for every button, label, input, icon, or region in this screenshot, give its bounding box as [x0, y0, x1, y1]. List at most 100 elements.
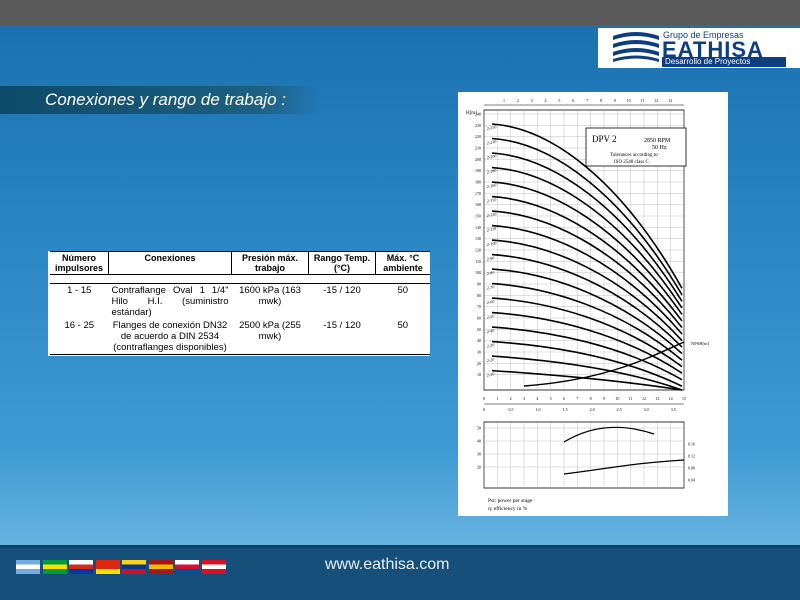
- y-tick-label: 160: [475, 202, 481, 207]
- y-tick-label: 90: [477, 282, 481, 287]
- pump-curve-line: [491, 340, 683, 387]
- chart-grid: 2402302202102001901801701601501401301201…: [475, 98, 695, 489]
- cell-max: 50: [375, 283, 430, 319]
- curve-label: 2-30: [486, 342, 495, 348]
- connections-table: Número impulsores Conexiones Presión máx…: [50, 251, 430, 355]
- x-tick-label: 2: [510, 396, 512, 401]
- x-tick-label: 8: [590, 396, 592, 401]
- title-band: [0, 86, 320, 114]
- model-name: DPV 2: [592, 134, 617, 144]
- top-tick-label: 6: [572, 98, 574, 103]
- y-tick-label: 20: [477, 361, 481, 366]
- logo-subtitle: Desarrollo de Proyectos: [662, 57, 786, 67]
- eathisa-logo-icon: [613, 32, 659, 62]
- pump-curve-line: [491, 355, 683, 391]
- china-flag: [95, 560, 120, 574]
- y-tick-label: 120: [475, 248, 481, 253]
- pump-curve-line: [491, 282, 683, 361]
- top-tick-label: 7: [586, 98, 588, 103]
- top-tick-label: 2: [517, 98, 519, 103]
- pump-curve-line: [491, 210, 683, 328]
- top-tick-label: 13: [668, 98, 672, 103]
- cell-presion: 2500 kPa (255 mwk): [231, 319, 309, 355]
- model-box: [585, 127, 687, 167]
- cell-impulsores: 16 - 25: [50, 319, 109, 355]
- website-link[interactable]: www.eathisa.com: [325, 556, 450, 573]
- y-tick-label: 210: [475, 146, 481, 151]
- power-tick-label: 0.12: [688, 454, 695, 459]
- logo-group-text: Grupo de Empresas: [663, 30, 744, 40]
- curve-label: 2-150: [486, 197, 497, 204]
- header-conexiones: Conexiones: [108, 251, 232, 275]
- y-tick-label: 100: [475, 270, 481, 275]
- cell-impulsores: 1 - 15: [50, 283, 109, 319]
- x-tick-label: 6: [563, 396, 565, 401]
- argentina-flag: [16, 560, 40, 574]
- curve-label: 2-180: [486, 168, 497, 175]
- efficiency-curve-line: [563, 426, 655, 443]
- npsh-label: NPSH[m]: [691, 341, 710, 346]
- ls-tick-label: 2.0: [590, 407, 595, 412]
- top-bar: [0, 0, 800, 25]
- efficiency-tick-label: 50: [477, 426, 481, 431]
- pump-performance-chart: 2402302202102001901801701601501401301201…: [466, 98, 710, 512]
- ls-tick-label: 1.0: [536, 407, 541, 412]
- y-tick-label: 50: [477, 327, 481, 332]
- y-tick-label: 30: [477, 350, 481, 355]
- curve-label: 2-110: [486, 226, 497, 233]
- curve-label: 2-230: [486, 139, 497, 146]
- y-tick-label: 80: [477, 293, 481, 298]
- spain-flag: [148, 560, 173, 574]
- x-tick-label: 13: [655, 396, 659, 401]
- ls-tick-label: 0: [483, 407, 485, 412]
- power-tick-label: 0.04: [688, 478, 695, 483]
- x-tick-label: 9: [603, 396, 605, 401]
- legend-power: η: efficiency in %: [488, 505, 528, 512]
- curve-label: 2-40: [486, 328, 495, 334]
- cell-rango: -15 / 120: [308, 283, 376, 319]
- slide-title: Conexiones y rango de trabajo :: [45, 90, 286, 109]
- x-tick-label: 1: [496, 396, 498, 401]
- pump-curve-line: [491, 137, 683, 296]
- power-tick-label: 0.16: [688, 442, 695, 447]
- top-tick-label: 5: [558, 98, 560, 103]
- top-tick-label: 11: [641, 98, 645, 103]
- curve-label: 2-10: [486, 371, 495, 377]
- pump-curve-line: [491, 181, 683, 315]
- ls-tick-label: 3.0: [644, 407, 649, 412]
- tolerance-line-2: ISO 2548 class C: [614, 160, 650, 165]
- y-tick-label: 40: [477, 338, 481, 343]
- y-tick-label: 140: [475, 225, 481, 230]
- colombia-flag: [122, 560, 146, 574]
- x-tick-label: 12: [642, 396, 646, 401]
- y-tick-label: 170: [475, 191, 481, 196]
- efficiency-tick-label: 40: [477, 439, 481, 444]
- ls-tick-label: 1.5: [563, 407, 568, 412]
- x-tick-label: 15: [682, 396, 686, 401]
- curve-label: 2-20: [486, 357, 495, 363]
- y-tick-label: 70: [477, 304, 481, 309]
- efficiency-frame: [483, 421, 685, 489]
- pump-curve-line: [491, 166, 683, 309]
- curve-label: 2-200: [486, 153, 497, 160]
- pump-curve-line: [491, 311, 683, 374]
- y-tick-label: 150: [475, 214, 481, 219]
- legend-efficiency: Pst: power per stage: [488, 498, 533, 504]
- y-tick-label: 130: [475, 236, 481, 241]
- cell-conexiones: Flanges de conexión DN32 de acuerdo a DI…: [108, 319, 232, 355]
- x-tick-label: 3: [523, 396, 525, 401]
- pump-curves: 2-2502-2302-2002-1802-1602-1502-1302-110…: [486, 123, 685, 475]
- brazil-flag: [42, 560, 67, 574]
- top-tick-label: 8: [600, 98, 602, 103]
- pump-curve-line: [491, 123, 683, 289]
- cell-conexiones: Contraflange Oval 1 1/4" Hilo H.I. (sumi…: [108, 283, 232, 319]
- y-tick-label: 200: [475, 157, 481, 162]
- x-tick-label: 4: [536, 396, 538, 401]
- pump-curve-line: [491, 239, 683, 342]
- y-tick-label: 190: [475, 168, 481, 173]
- curve-label: 2-50: [486, 313, 495, 319]
- y-tick-label: 220: [475, 134, 481, 139]
- header-presion: Presión máx. trabajo: [231, 251, 309, 275]
- top-tick-label: 1: [503, 98, 505, 103]
- pump-curve-line: [491, 152, 683, 302]
